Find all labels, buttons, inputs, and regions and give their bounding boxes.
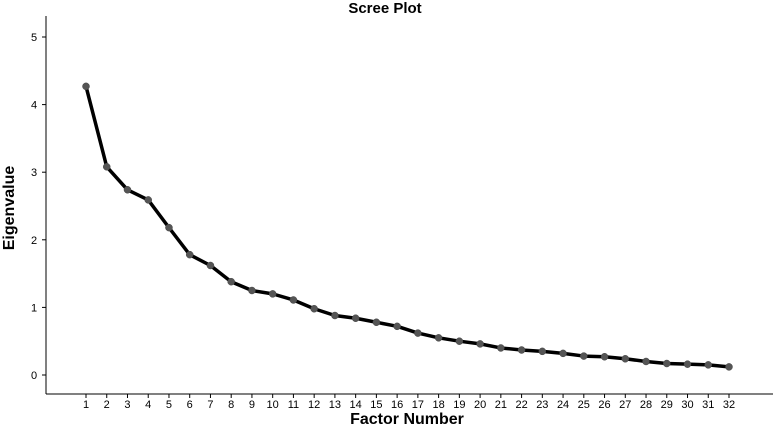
data-point	[621, 355, 630, 363]
data-point	[82, 82, 90, 91]
x-tick-label: 23	[536, 399, 548, 411]
data-points	[82, 82, 733, 371]
data-point	[559, 349, 567, 358]
eigenvalue-series-line	[84, 84, 731, 369]
x-tick-label: 16	[391, 399, 403, 411]
x-tick-label: 32	[723, 399, 735, 411]
data-point	[351, 314, 360, 322]
x-tick-label: 22	[515, 399, 527, 411]
x-tick-label: 12	[308, 399, 320, 411]
y-tick-label: 2	[31, 235, 37, 247]
data-point	[123, 186, 132, 194]
data-point	[185, 250, 194, 259]
data-point	[600, 352, 609, 361]
data-point	[434, 334, 443, 342]
x-axis-label: Factor Number	[350, 411, 464, 428]
y-tick-label: 0	[31, 370, 37, 382]
x-tick-label: 15	[370, 399, 382, 411]
data-point	[227, 277, 235, 286]
x-ticks: 1 2 3 4 5 6 7 8 9 10 11 12 13 14 15 16 17 18 19 20 21 22 23 24 2…	[83, 394, 735, 411]
x-tick-label: 28	[640, 399, 652, 411]
x-tick-label: 1	[83, 399, 89, 411]
x-tick-label: 14	[350, 399, 362, 411]
x-tick-label: 20	[474, 399, 486, 411]
y-tick-label: 3	[31, 167, 37, 179]
data-point	[455, 337, 464, 345]
y-tick-label: 1	[31, 302, 37, 314]
x-tick-label: 19	[453, 399, 465, 411]
chart-title: Scree Plot	[348, 0, 421, 17]
data-point	[538, 347, 547, 356]
x-tick-label: 6	[187, 399, 193, 411]
x-tick-label: 9	[249, 399, 255, 411]
data-point	[497, 344, 505, 352]
x-tick-label: 24	[557, 399, 569, 411]
data-point	[372, 318, 381, 327]
data-point	[331, 311, 339, 320]
x-tick-label: 29	[661, 399, 673, 411]
data-point	[642, 357, 650, 366]
data-point	[393, 322, 401, 331]
data-point	[663, 359, 671, 368]
y-axis-label: Eigenvalue	[1, 166, 18, 251]
data-point	[725, 363, 733, 371]
x-tick-label: 3	[124, 399, 130, 411]
data-point	[310, 305, 318, 313]
data-point	[268, 290, 277, 298]
x-tick-label: 8	[228, 399, 234, 411]
x-tick-label: 4	[145, 399, 151, 411]
x-tick-label: 30	[681, 399, 693, 411]
y-ticks: 0 1 2 3 4 5	[31, 32, 46, 382]
x-tick-label: 7	[207, 399, 213, 411]
x-tick-label: 2	[104, 399, 110, 411]
data-point	[683, 360, 692, 368]
data-point	[248, 286, 256, 295]
x-tick-label: 21	[495, 399, 507, 411]
data-point	[414, 329, 422, 337]
x-tick-label: 11	[288, 399, 299, 411]
data-point	[476, 340, 484, 348]
data-point	[704, 361, 713, 369]
y-tick-label: 5	[31, 32, 37, 44]
x-tick-label: 25	[578, 399, 590, 411]
x-tick-label: 26	[598, 399, 610, 411]
data-point	[289, 296, 298, 304]
x-tick-label: 17	[412, 399, 424, 411]
data-point	[102, 163, 111, 171]
data-point	[580, 352, 588, 360]
data-point	[206, 261, 215, 270]
x-tick-label: 10	[267, 399, 279, 411]
data-point	[144, 196, 152, 204]
x-tick-label: 18	[432, 399, 444, 411]
x-tick-label: 31	[702, 399, 714, 411]
data-point	[517, 346, 526, 354]
data-point	[165, 223, 173, 232]
x-tick-label: 13	[329, 399, 341, 411]
x-tick-label: 27	[619, 399, 631, 411]
y-tick-label: 4	[31, 100, 37, 112]
x-tick-label: 5	[166, 399, 172, 411]
